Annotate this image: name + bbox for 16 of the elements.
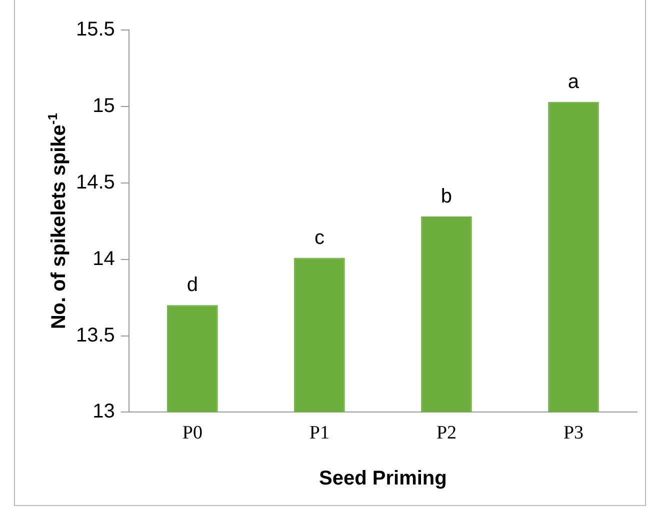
y-tick-label: 14 [92,248,115,270]
annotation: d [186,274,198,296]
y-axis-title: No. of spikelets spike-1 [45,113,70,330]
y-tick-label: 15 [92,94,115,117]
annotation: b [440,186,452,208]
x-tick-label: P1 [309,422,330,444]
annotation: a [568,70,580,93]
y-tick-label: 15.5 [76,18,115,41]
y-tick-label: 13 [92,400,115,423]
x-axis-title: Seed Priming [319,468,447,490]
y-tick-label: 13.5 [76,324,115,346]
x-tick-label: P3 [563,422,584,444]
x-tick-label: P2 [436,422,457,444]
annotation: c [314,226,324,249]
y-tick-label: 14.5 [76,171,115,194]
x-tick-label: P0 [182,422,202,444]
